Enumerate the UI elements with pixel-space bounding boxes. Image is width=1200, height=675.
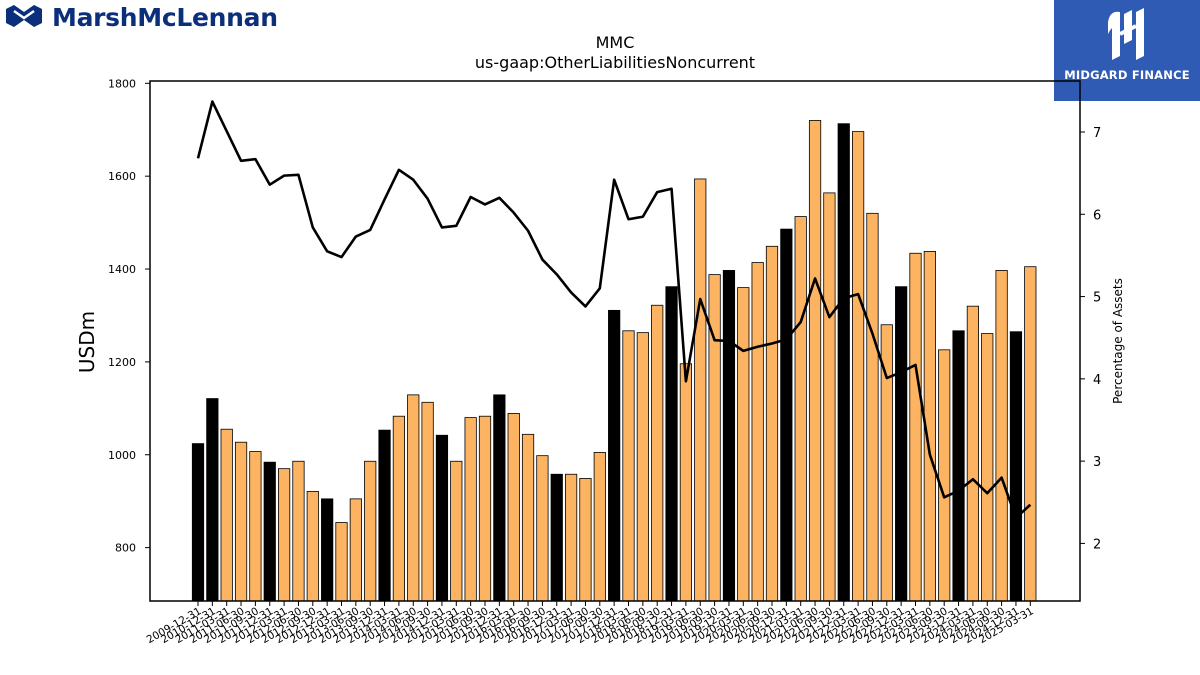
y2-tick-label: 3 bbox=[1093, 455, 1101, 470]
midgard-mark-icon bbox=[1108, 8, 1144, 60]
y-tick-label: 1000 bbox=[108, 449, 136, 462]
y-axis-label: USDm bbox=[75, 311, 99, 373]
bar bbox=[306, 491, 319, 602]
bar bbox=[464, 417, 477, 602]
y2-tick-label: 7 bbox=[1093, 126, 1101, 141]
marshmclennan-mark-icon bbox=[6, 5, 42, 27]
bar bbox=[435, 434, 449, 602]
bar bbox=[507, 413, 520, 602]
y2-tick-label: 2 bbox=[1093, 537, 1101, 552]
y-tick-label: 1400 bbox=[108, 263, 136, 276]
bar bbox=[335, 522, 348, 602]
y2-tick-label: 6 bbox=[1093, 208, 1101, 223]
y-axis-right: 2 3 4 5 6 7 bbox=[1080, 126, 1101, 552]
midgard-finance-logo: MIDGARD FINANCE bbox=[1054, 0, 1200, 101]
bar bbox=[220, 428, 233, 602]
midgard-finance-label: MIDGARD FINANCE bbox=[1064, 68, 1190, 82]
bar bbox=[722, 270, 736, 602]
bar bbox=[765, 245, 779, 602]
bar bbox=[392, 415, 406, 602]
y2-tick-label: 5 bbox=[1093, 291, 1101, 306]
bar bbox=[565, 473, 578, 602]
bar bbox=[737, 287, 750, 602]
bar bbox=[249, 451, 262, 602]
bar bbox=[679, 363, 693, 602]
bar bbox=[966, 305, 980, 602]
bar bbox=[1024, 266, 1037, 602]
bar bbox=[579, 478, 592, 602]
plot-frame bbox=[149, 80, 1081, 602]
bar bbox=[521, 433, 535, 602]
marshmclennan-wordmark: MarshMcLennan bbox=[52, 2, 278, 32]
bar bbox=[895, 286, 908, 602]
bar bbox=[808, 120, 822, 602]
y2-tick-label: 4 bbox=[1093, 373, 1101, 388]
bar bbox=[938, 349, 951, 602]
percentage-line bbox=[196, 100, 1032, 520]
line-series bbox=[196, 100, 1032, 520]
bar bbox=[794, 216, 807, 602]
bar bbox=[292, 460, 305, 602]
bar bbox=[636, 332, 649, 602]
bar bbox=[665, 286, 678, 602]
bar bbox=[823, 192, 836, 602]
bar bbox=[191, 443, 205, 602]
bar bbox=[651, 304, 664, 602]
y-tick-label: 1600 bbox=[108, 170, 136, 183]
bar bbox=[622, 330, 635, 602]
bar bbox=[866, 212, 879, 602]
bar bbox=[349, 498, 362, 602]
bar bbox=[277, 468, 291, 602]
chart-title: MMC bbox=[596, 33, 635, 52]
chart-subtitle: us-gaap:OtherLiabilitiesNoncurrent bbox=[475, 53, 755, 72]
bar bbox=[909, 252, 922, 602]
bar bbox=[593, 452, 606, 602]
bar bbox=[608, 309, 621, 602]
y2-axis-label: Percentage of Assets bbox=[1111, 278, 1125, 404]
bar bbox=[694, 178, 707, 602]
marshmclennan-logo: MarshMcLennan bbox=[4, 2, 278, 32]
y-tick-label: 800 bbox=[115, 542, 136, 555]
bar bbox=[995, 270, 1008, 602]
bar bbox=[780, 228, 793, 602]
y-axis-left: 800 1000 1200 1400 1600 1800 bbox=[108, 77, 150, 555]
bar bbox=[751, 262, 764, 602]
bar bbox=[421, 401, 434, 602]
bar bbox=[407, 394, 420, 602]
bar bbox=[837, 123, 850, 602]
bar bbox=[450, 460, 463, 602]
bar bbox=[981, 333, 994, 602]
bar bbox=[536, 455, 549, 602]
bar bbox=[364, 460, 377, 602]
bar bbox=[206, 398, 219, 602]
bar bbox=[852, 131, 865, 602]
bar bbox=[478, 415, 492, 602]
x-axis: 2009-12-312010-12-312011-03-312011-06-30… bbox=[145, 601, 1036, 646]
bar bbox=[708, 274, 721, 602]
bar bbox=[493, 394, 506, 602]
bar bbox=[234, 441, 248, 602]
bar bbox=[378, 429, 391, 602]
bar bbox=[1009, 331, 1023, 602]
y-tick-label: 1200 bbox=[108, 356, 136, 369]
bar-series bbox=[191, 120, 1037, 602]
bar bbox=[952, 330, 965, 602]
bar bbox=[263, 461, 276, 602]
y-tick-label: 1800 bbox=[108, 77, 136, 90]
bar bbox=[321, 498, 334, 602]
bar bbox=[550, 473, 563, 602]
